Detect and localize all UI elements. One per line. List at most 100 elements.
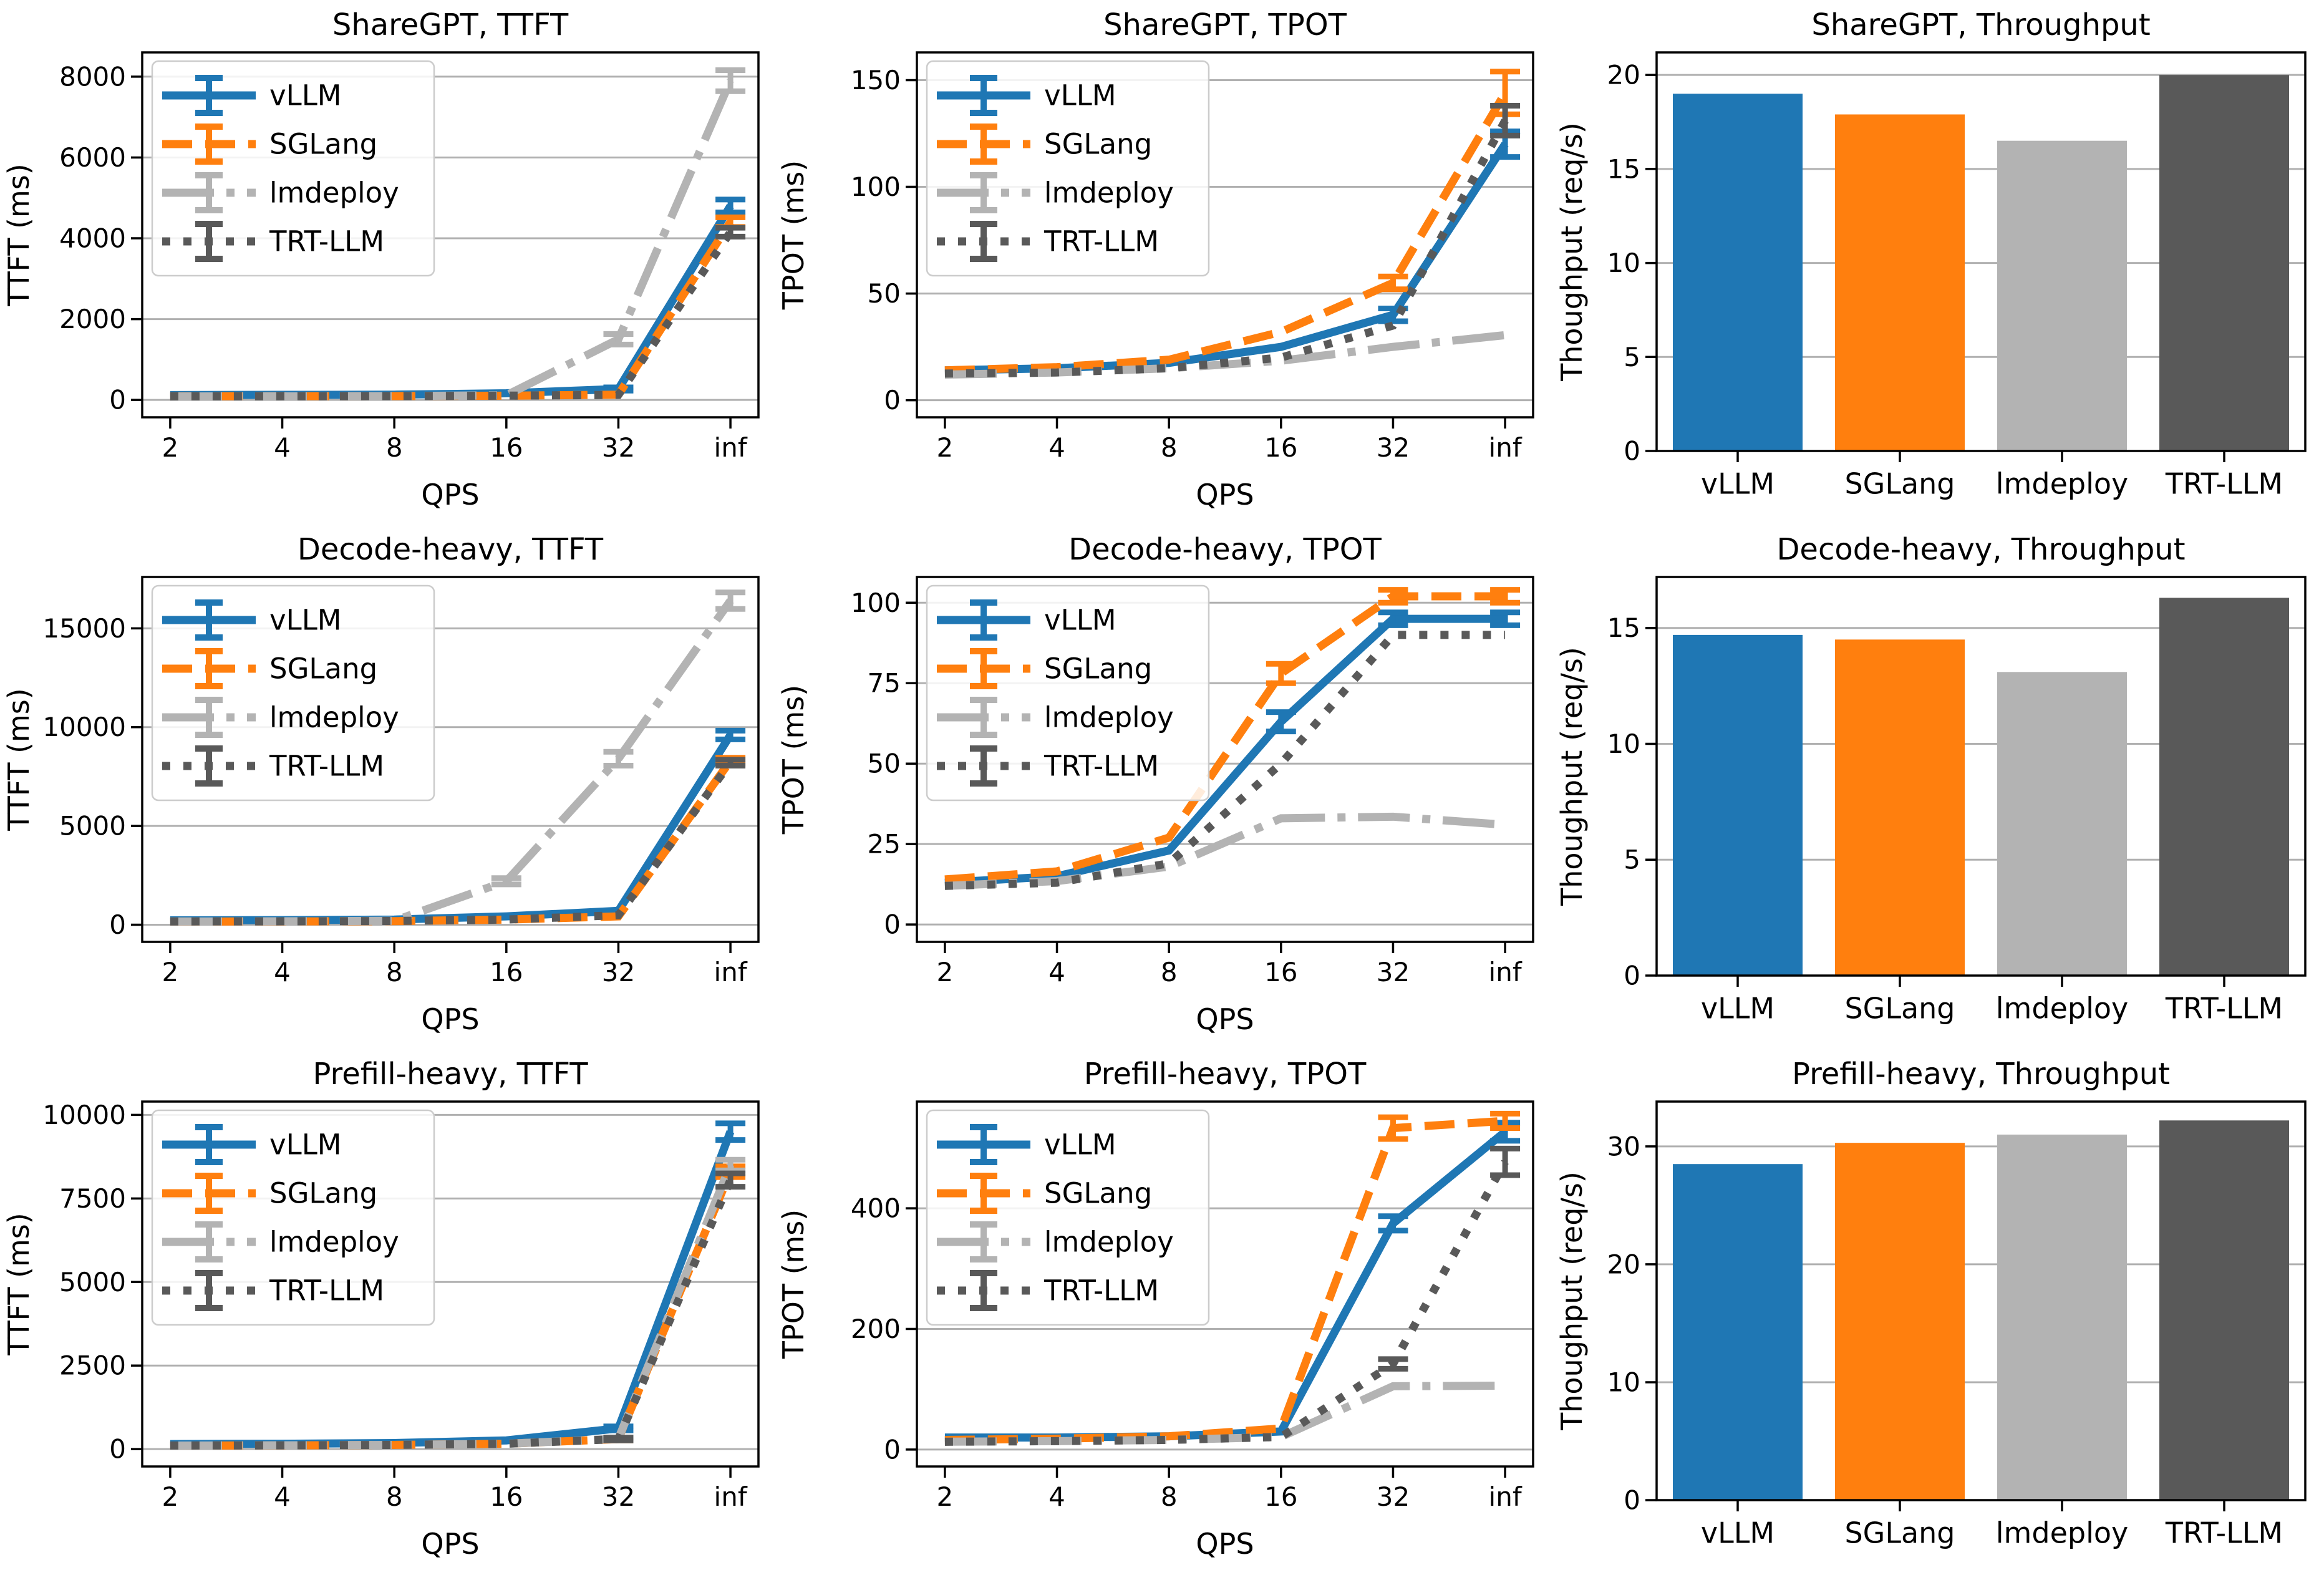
y-tick-label: 50 xyxy=(868,278,901,309)
x-tick-label: 8 xyxy=(1161,957,1178,987)
x-axis-label: QPS xyxy=(1196,1527,1254,1561)
series-line-TRT-LLM xyxy=(170,760,734,926)
series-line-TRT-LLM xyxy=(944,631,1506,890)
chart-svg-decode-heavy-ttft: 0 5000 10000 15000 2 4 8 16 32 inf Decode-heavy, T… xyxy=(2,532,760,1036)
chart-svg-sharegpt-tpot: 0 50 100 150 2 4 8 16 32 inf ShareGPT, TPOT QPS TPOT… xyxy=(777,7,1534,511)
chart-title: ShareGPT, TPOT xyxy=(1103,7,1347,42)
x-axis-label: QPS xyxy=(1196,1002,1254,1036)
y-tick-label: 5 xyxy=(1624,845,1640,875)
series-line-SGLang xyxy=(944,90,1509,375)
x-tick-label: 16 xyxy=(1264,432,1297,463)
axes-spines xyxy=(1655,576,2307,977)
y-tick-label: 8000 xyxy=(59,61,126,92)
bar-SGLang xyxy=(1835,639,1965,976)
chart-svg-decode-heavy-tpot: 0 25 50 75 100 2 4 8 16 32 inf Decode-heavy, TPOT QP… xyxy=(777,532,1534,1036)
y-tick-label: 15 xyxy=(1607,613,1640,643)
y-tick-label: 0 xyxy=(1624,436,1640,467)
legend-label-vLLM: vLLM xyxy=(1044,1128,1116,1161)
y-tick-label: 10000 xyxy=(42,712,126,742)
bar-vLLM xyxy=(1673,94,1803,451)
x-tick-label: 4 xyxy=(1048,432,1065,463)
legend-label-TRT-LLM: TRT-LLM xyxy=(269,750,384,783)
y-tick-label: 75 xyxy=(868,668,901,699)
series-line-lmdeploy xyxy=(944,812,1506,890)
x-tick-label: 4 xyxy=(274,1481,291,1512)
chart-svg-prefill-heavy-ttft: 0 2500 5000 7500 10000 2 4 8 16 32 inf Prefill-heav… xyxy=(2,1057,760,1561)
chart-prefill-heavy-tpot: 0 200 400 2 4 8 16 32 inf Prefill-heavy, TPOT QPS T… xyxy=(775,1049,1549,1574)
legend-label-SGLang: SGLang xyxy=(1044,128,1152,161)
chart-svg-sharegpt-ttft: 0 2000 4000 6000 8000 2 4 8 16 32 inf ShareGPT, TTF… xyxy=(2,7,760,511)
axes-spines xyxy=(141,1100,760,1468)
x-tick-label: 8 xyxy=(386,432,403,463)
x-category-label: lmdeploy xyxy=(1996,991,2128,1025)
chart-sharegpt-throughput: 0 5 10 15 20 vLLM SGLang lmdeploy TRT-LLM ShareGP… xyxy=(1549,0,2324,525)
y-tick-label: 5 xyxy=(1624,342,1640,372)
x-tick-label: 16 xyxy=(490,1481,523,1512)
series-SGLang xyxy=(944,587,1521,884)
x-category-label: vLLM xyxy=(1701,1516,1774,1549)
legend-label-TRT-LLM: TRT-LLM xyxy=(1043,1274,1159,1307)
x-tick-label: 32 xyxy=(1377,957,1410,987)
legend-label-SGLang: SGLang xyxy=(269,128,377,161)
chart-decode-heavy-ttft: 0 5000 10000 15000 2 4 8 16 32 inf Decode-heavy, T… xyxy=(0,525,775,1049)
y-tick-label: 2000 xyxy=(59,304,126,334)
x-tick-label: 16 xyxy=(490,432,523,463)
y-axis-label: Thoughput (req/s) xyxy=(1555,647,1589,906)
legend-label-vLLM: vLLM xyxy=(269,79,342,112)
axes-spines xyxy=(1655,1100,2307,1501)
y-tick-label: 0 xyxy=(109,909,126,940)
y-tick-label: 25 xyxy=(868,829,901,860)
chart-svg-decode-heavy-throughput: 0 5 10 15 vLLM SGLang lmdeploy TRT-LLM Decode-he… xyxy=(1555,532,2307,1025)
axes: 0 2500 5000 7500 10000 2 4 8 16 32 inf xyxy=(42,1100,760,1512)
x-tick-label: 2 xyxy=(162,432,179,463)
bar-lmdeploy xyxy=(1997,672,2127,976)
axes: 0 25 50 75 100 2 4 8 16 32 inf xyxy=(851,576,1534,987)
bar-lmdeploy xyxy=(1997,1134,2127,1500)
y-tick-label: 0 xyxy=(1624,961,1640,991)
chart-title: ShareGPT, Throughput xyxy=(1811,7,2150,42)
x-tick-label: 16 xyxy=(490,957,523,987)
legend-label-lmdeploy: lmdeploy xyxy=(1044,177,1174,210)
chart-decode-heavy-tpot: 0 25 50 75 100 2 4 8 16 32 inf Decode-heavy, TPOT QP… xyxy=(775,525,1549,1049)
series-line-vLLM xyxy=(944,614,1506,887)
series-TRT-LLM xyxy=(170,225,746,400)
bar-SGLang xyxy=(1835,114,1965,451)
chart-title: Decode-heavy, Throughput xyxy=(1776,532,2185,567)
y-axis-label: TTFT (ms) xyxy=(2,688,36,831)
x-tick-label: 4 xyxy=(1048,1481,1065,1512)
x-tick-label: inf xyxy=(1489,957,1523,987)
y-tick-label: 7500 xyxy=(59,1183,126,1214)
y-tick-label: 30 xyxy=(1607,1131,1640,1161)
x-tick-label: 2 xyxy=(162,957,179,987)
x-tick-label: inf xyxy=(714,1481,748,1512)
x-category-label: lmdeploy xyxy=(1996,467,2128,500)
axes-spines xyxy=(916,51,1534,419)
chart-sharegpt-ttft: 0 2000 4000 6000 8000 2 4 8 16 32 inf ShareGPT, TTF… xyxy=(0,0,775,525)
x-tick-label: 8 xyxy=(386,957,403,987)
x-tick-label: 8 xyxy=(1161,1481,1178,1512)
x-category-label: TRT-LLM xyxy=(2165,991,2283,1025)
x-tick-label: 16 xyxy=(1264,957,1297,987)
legend-label-SGLang: SGLang xyxy=(1044,1177,1152,1210)
legend: vLLM SGLang lmdeploy TRT-LLM xyxy=(151,584,435,802)
x-category-label: TRT-LLM xyxy=(2165,467,2283,500)
axes: 0 50 100 150 2 4 8 16 32 inf xyxy=(851,51,1534,463)
series-vLLM xyxy=(944,609,1521,887)
series-line-SGLang xyxy=(944,592,1506,884)
legend-label-vLLM: vLLM xyxy=(1044,79,1116,112)
legend-label-SGLang: SGLang xyxy=(269,1177,377,1210)
chart-title: Decode-heavy, TTFT xyxy=(298,532,604,567)
y-tick-label: 2500 xyxy=(59,1350,126,1381)
axes: 0 2000 4000 6000 8000 2 4 8 16 32 inf xyxy=(59,51,760,463)
x-tick-label: 8 xyxy=(1161,432,1178,463)
x-tick-label: 4 xyxy=(274,957,291,987)
y-tick-label: 200 xyxy=(851,1314,901,1344)
y-tick-label: 0 xyxy=(884,909,901,940)
legend-label-lmdeploy: lmdeploy xyxy=(269,701,399,734)
x-tick-label: 32 xyxy=(602,957,635,987)
x-category-label: SGLang xyxy=(1844,1516,1955,1549)
x-tick-label: 4 xyxy=(1048,957,1065,987)
bars xyxy=(1673,75,2289,452)
y-tick-label: 10000 xyxy=(42,1100,126,1130)
